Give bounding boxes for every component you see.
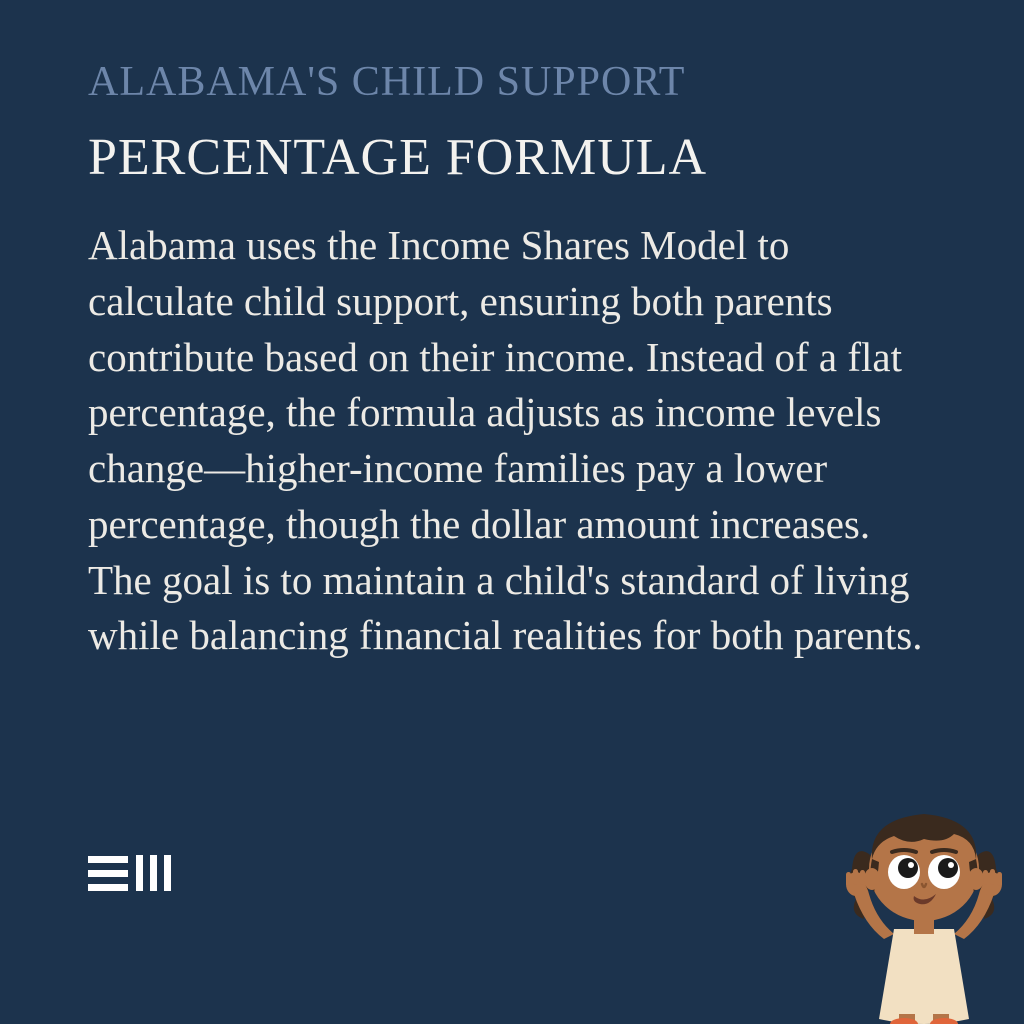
child-illustration [824, 784, 1024, 1024]
body-paragraph: Alabama uses the Income Shares Model to … [88, 218, 938, 664]
logo-e-glyph [88, 856, 128, 891]
main-title: PERCENTAGE FORMULA [88, 128, 707, 187]
brand-logo [88, 855, 171, 891]
logo-bars-glyph [136, 855, 171, 891]
eyebrow-heading: ALABAMA'S CHILD SUPPORT [88, 58, 685, 106]
